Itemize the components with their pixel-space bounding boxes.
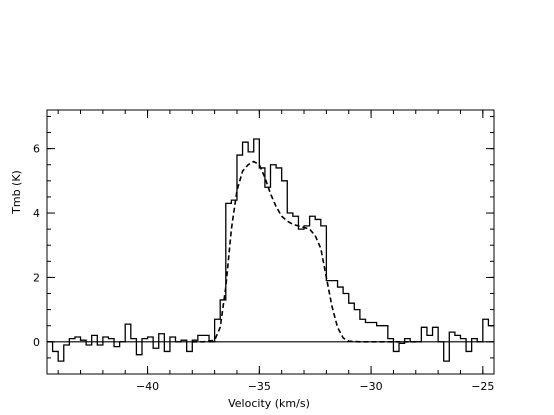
spectrum-histogram-series xyxy=(47,138,494,362)
axes: −40 −35 −30 −25 0 2 4 6 xyxy=(33,109,495,393)
y-tick-label: 4 xyxy=(33,207,40,220)
x-tick-label: −35 xyxy=(248,380,271,393)
x-tick-label: −25 xyxy=(471,380,494,393)
y-tick-label: 6 xyxy=(33,143,40,156)
y-axis-label: Tmb (K) xyxy=(10,170,23,215)
y-tick-label: 2 xyxy=(33,271,40,284)
x-axis-label: Velocity (km/s) xyxy=(228,397,310,410)
x-tick-label: −30 xyxy=(359,380,382,393)
plot-area xyxy=(47,138,494,362)
y-tick-label: 0 xyxy=(33,336,40,349)
gaussian-fit-series xyxy=(192,160,416,343)
x-tick-label: −40 xyxy=(136,380,159,393)
plot-frame xyxy=(46,109,495,375)
